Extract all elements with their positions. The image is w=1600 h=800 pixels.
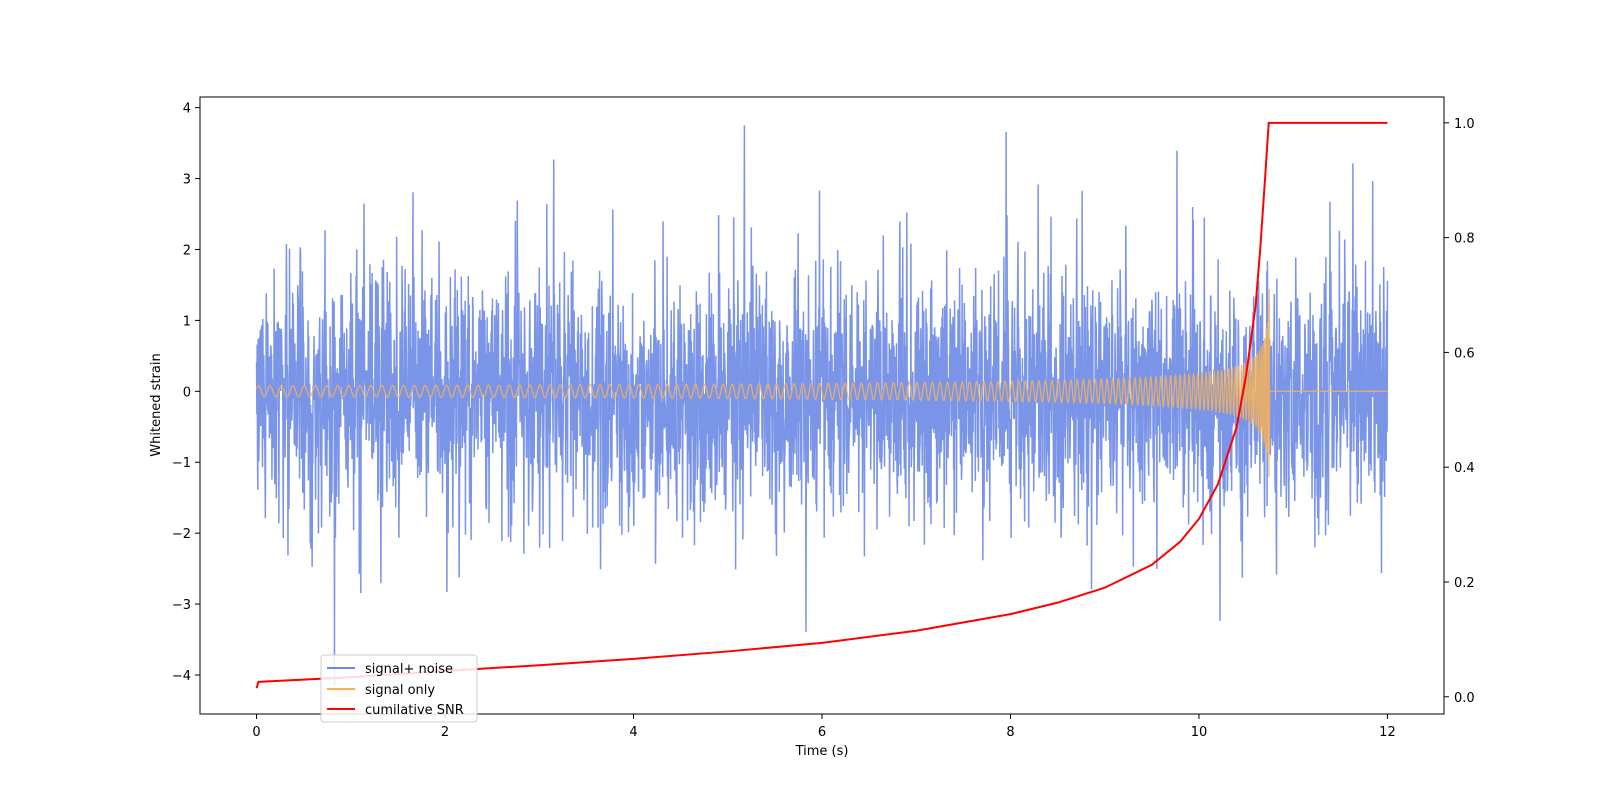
legend-label-signal-only: signal only: [365, 683, 435, 698]
y-tick-label: 4: [183, 102, 191, 117]
x-tick-label: 8: [1006, 725, 1014, 740]
y-tick-label: 1: [183, 314, 191, 329]
series-group: [255, 121, 1389, 689]
y2-tick-label: 0.2: [1454, 576, 1475, 591]
y2-tick-label: 0.0: [1454, 691, 1475, 706]
y2-tick-label: 0.6: [1454, 346, 1475, 361]
y-axis-label: Whitened strain: [149, 353, 164, 456]
y-tick-label: 0: [183, 385, 191, 400]
y-tick-label: 3: [183, 173, 191, 188]
y-tick-label: −4: [172, 669, 191, 684]
y-tick-label: −1: [172, 456, 191, 471]
y-tick-label: −2: [172, 527, 191, 542]
series-cumulative-snr-line: [255, 121, 1388, 689]
legend-label-cumulative-snr: cumilative SNR: [365, 703, 464, 718]
x-tick-label: 2: [441, 725, 449, 740]
legend: signal+ noise signal only cumilative SNR: [320, 654, 478, 723]
legend-label-signal-noise: signal+ noise: [365, 662, 453, 677]
x-tick-label: 12: [1379, 725, 1396, 740]
x-tick-label: 0: [252, 725, 260, 740]
y2-tick-label: 0.4: [1454, 461, 1475, 476]
legend-box: [320, 654, 478, 723]
plot-area: [255, 121, 1389, 689]
x-tick-label: 6: [818, 725, 826, 740]
x-tick-label: 4: [629, 725, 637, 740]
y-tick-label: −3: [172, 598, 191, 613]
x-axis-label: Time (s): [795, 744, 849, 759]
series-signal-only-line: [255, 288, 1388, 477]
y2-tick-label: 0.8: [1454, 232, 1475, 247]
x-tick-label: 10: [1191, 725, 1208, 740]
y2-tick-label: 1.0: [1454, 117, 1475, 132]
y-tick-label: 2: [183, 243, 191, 258]
series-signal-noise-line: [255, 125, 1389, 686]
